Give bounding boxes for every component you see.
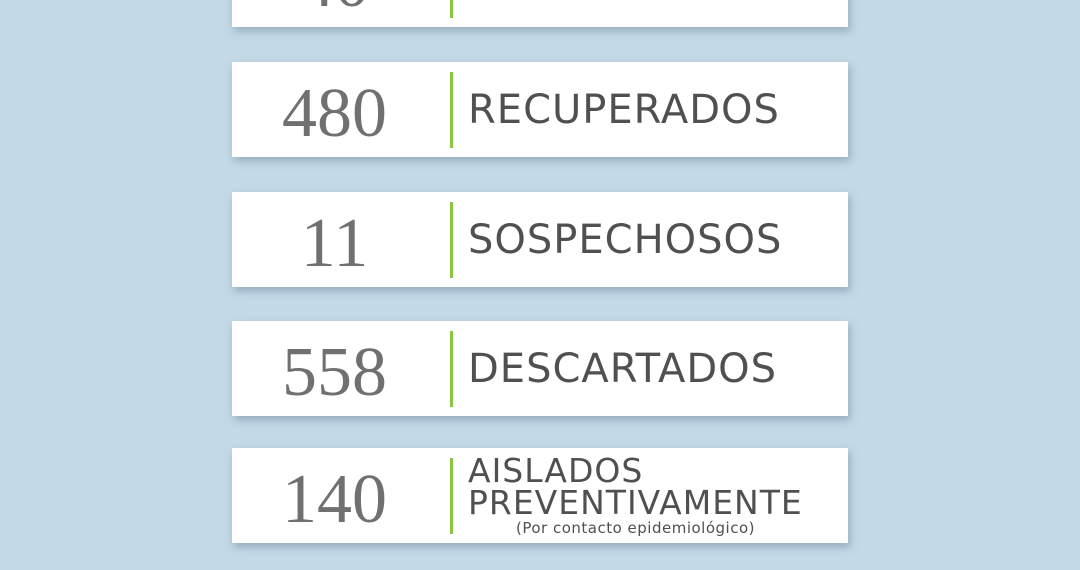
stat-card: 11 SOSPECHOSOS <box>232 192 848 287</box>
label-line: PREVENTIVAMENTE <box>468 482 803 522</box>
divider <box>450 331 453 407</box>
stat-number: 480 <box>282 74 387 152</box>
label-line: SOSPECHOSOS <box>468 216 783 263</box>
stat-card: 40 ACTIVOS <box>232 0 848 27</box>
divider <box>450 202 453 278</box>
stat-label: ACTIVOS <box>468 0 840 27</box>
divider <box>450 0 453 18</box>
stat-label: DESCARTADOS <box>468 321 840 416</box>
divider <box>450 458 453 534</box>
stat-label: AISLADOS PREVENTIVAMENTE (Por contacto epi… <box>468 448 840 543</box>
stat-card: 480 RECUPERADOS <box>232 62 848 157</box>
stat-label: SOSPECHOSOS <box>468 192 840 287</box>
label-note: (Por contacto epidemiológico) <box>516 518 755 537</box>
label-line: DESCARTADOS <box>468 345 778 392</box>
stat-number: 140 <box>282 460 387 538</box>
stat-number: 11 <box>300 204 369 282</box>
stat-card: 558 DESCARTADOS <box>232 321 848 416</box>
label-line: AISLADOS <box>468 450 644 490</box>
stat-label: RECUPERADOS <box>468 62 840 157</box>
label-line: ACTIVOS <box>468 0 840 2</box>
stat-number: 558 <box>282 333 387 411</box>
stat-number: 40 <box>232 0 437 27</box>
stat-card: 140 AISLADOS PREVENTIVAMENTE (Por contacto … <box>232 448 848 543</box>
label-line: RECUPERADOS <box>468 86 780 133</box>
divider <box>450 72 453 148</box>
